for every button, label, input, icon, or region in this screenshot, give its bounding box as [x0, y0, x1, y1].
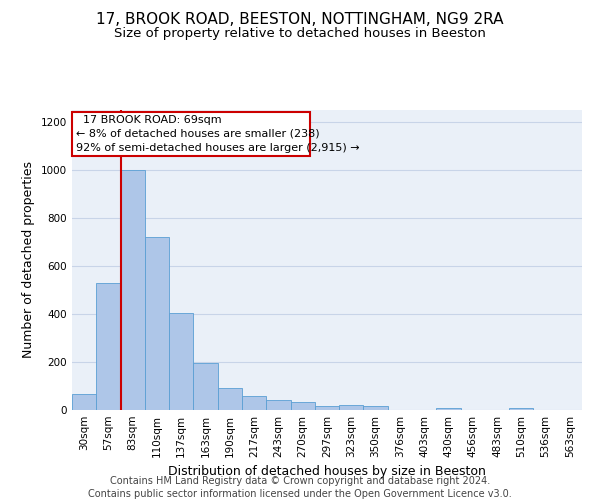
Bar: [509, 408, 533, 410]
FancyBboxPatch shape: [73, 112, 310, 156]
Text: Contains HM Land Registry data © Crown copyright and database right 2024.: Contains HM Land Registry data © Crown c…: [110, 476, 490, 486]
Y-axis label: Number of detached properties: Number of detached properties: [22, 162, 35, 358]
X-axis label: Distribution of detached houses by size in Beeston: Distribution of detached houses by size …: [168, 466, 486, 478]
Bar: [364, 406, 388, 410]
Bar: [290, 402, 315, 410]
Bar: [436, 408, 461, 410]
Bar: [121, 170, 145, 410]
Text: Size of property relative to detached houses in Beeston: Size of property relative to detached ho…: [114, 28, 486, 40]
Bar: [315, 406, 339, 410]
Bar: [266, 400, 290, 410]
Text: 17, BROOK ROAD, BEESTON, NOTTINGHAM, NG9 2RA: 17, BROOK ROAD, BEESTON, NOTTINGHAM, NG9…: [96, 12, 504, 28]
Bar: [169, 313, 193, 410]
Bar: [145, 237, 169, 410]
Bar: [339, 405, 364, 410]
Bar: [96, 283, 121, 410]
Bar: [218, 388, 242, 410]
Bar: [242, 396, 266, 410]
Bar: [72, 394, 96, 410]
Bar: [193, 363, 218, 410]
Text: Contains public sector information licensed under the Open Government Licence v3: Contains public sector information licen…: [88, 489, 512, 499]
Text: 17 BROOK ROAD: 69sqm
← 8% of detached houses are smaller (238)
92% of semi-detac: 17 BROOK ROAD: 69sqm ← 8% of detached ho…: [76, 115, 360, 153]
